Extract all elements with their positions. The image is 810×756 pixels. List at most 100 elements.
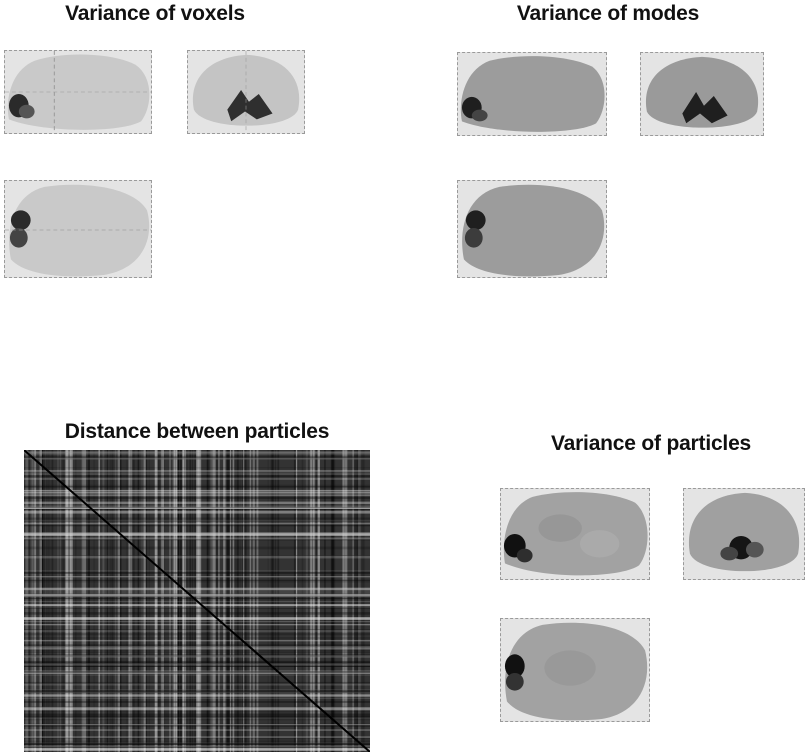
matrix-column-band xyxy=(141,450,143,752)
matrix-column-band xyxy=(128,450,130,752)
matrix-column-band xyxy=(189,450,191,752)
matrix-column-band xyxy=(270,450,274,752)
matrix-row-band xyxy=(24,617,370,621)
matrix-column-band xyxy=(238,450,240,752)
matrix-row-band xyxy=(24,492,370,494)
matrix-row-band xyxy=(24,453,370,455)
matrix-row-band xyxy=(24,706,370,708)
matrix-row-band xyxy=(24,748,370,751)
matrix-column-band xyxy=(235,450,237,752)
matrix-row-band xyxy=(24,470,370,473)
matrix-row-band xyxy=(24,555,370,559)
matrix-column-band xyxy=(249,450,252,752)
matrix-column-band xyxy=(212,450,216,752)
matrix-column-band xyxy=(181,450,185,752)
matrix-column-band xyxy=(148,450,150,752)
matrix-row-band xyxy=(24,694,370,697)
particles-coronal-view xyxy=(683,488,805,580)
matrix-column-band xyxy=(81,450,83,752)
matrix-column-band xyxy=(332,450,335,752)
matrix-row-band xyxy=(24,587,370,590)
matrix-column-band xyxy=(88,450,90,752)
matrix-column-band xyxy=(75,450,77,752)
matrix-row-band xyxy=(24,532,370,536)
matrix-row-band xyxy=(24,674,370,676)
matrix-row-band xyxy=(24,691,370,694)
matrix-row-band xyxy=(24,504,370,506)
matrix-row-band xyxy=(24,690,370,693)
matrix-column-band xyxy=(226,450,229,752)
matrix-column-band xyxy=(107,450,111,752)
modes-sagittal-view xyxy=(457,52,607,136)
matrix-row-band xyxy=(24,749,370,752)
matrix-column-band xyxy=(24,450,26,752)
matrix-column-band xyxy=(324,450,326,752)
matrix-column-band xyxy=(38,450,42,752)
matrix-column-band xyxy=(181,450,184,752)
matrix-column-band xyxy=(71,450,73,752)
matrix-row-band xyxy=(24,716,370,717)
matrix-row-band xyxy=(24,594,370,597)
matrix-column-band xyxy=(242,450,244,752)
matrix-row-band xyxy=(24,570,370,572)
matrix-row-band xyxy=(24,592,370,595)
voxels-axial-view xyxy=(4,180,152,278)
matrix-row-band xyxy=(24,723,370,727)
matrix-row-band xyxy=(24,743,370,745)
matrix-row-band xyxy=(24,671,370,675)
matrix-column-band xyxy=(309,450,313,752)
matrix-column-band xyxy=(106,450,110,752)
matrix-row-band xyxy=(24,729,370,731)
matrix-row-band xyxy=(24,672,370,675)
matrix-row-band xyxy=(24,546,370,550)
matrix-column-band xyxy=(82,450,86,752)
matrix-row-band xyxy=(24,603,370,606)
matrix-column-band xyxy=(354,450,356,752)
matrix-column-band xyxy=(206,450,210,752)
matrix-column-band xyxy=(177,450,180,752)
matrix-column-band xyxy=(267,450,269,752)
voxels-panel-title: Variance of voxels xyxy=(65,2,245,25)
matrix-row-band xyxy=(24,633,370,636)
matrix-column-band xyxy=(138,450,140,752)
matrix-row-band xyxy=(24,746,370,749)
matrix-column-band xyxy=(197,450,200,752)
matrix-row-band xyxy=(24,650,370,652)
matrix-row-band xyxy=(24,629,370,633)
matrix-column-band xyxy=(250,450,252,752)
particles-axial-view xyxy=(500,618,650,722)
matrix-column-band xyxy=(143,450,146,752)
matrix-column-band xyxy=(272,450,275,752)
matrix-row-band xyxy=(24,491,370,493)
matrix-column-band xyxy=(164,450,166,752)
matrix-row-band xyxy=(24,496,370,499)
matrix-column-band xyxy=(115,450,117,752)
modes-panel-title: Variance of modes xyxy=(516,2,700,25)
matrix-row-band xyxy=(24,524,370,527)
matrix-row-band xyxy=(24,507,370,510)
matrix-column-band xyxy=(70,450,71,752)
matrix-column-band xyxy=(87,450,90,752)
matrix-column-band xyxy=(61,450,63,752)
matrix-column-band xyxy=(243,450,245,752)
matrix-column-band xyxy=(175,450,179,752)
matrix-column-band xyxy=(161,450,163,752)
matrix-column-band xyxy=(191,450,193,752)
matrix-row-band xyxy=(24,519,370,522)
matrix-column-band xyxy=(333,450,336,752)
matrix-column-band xyxy=(169,450,171,752)
matrix-row-band xyxy=(24,593,370,597)
matrix-column-band xyxy=(107,450,110,752)
matrix-row-band xyxy=(24,467,370,469)
matrix-column-band xyxy=(84,450,86,752)
matrix-row-band xyxy=(24,664,370,667)
matrix-row-band xyxy=(24,496,370,499)
matrix-row-band xyxy=(24,605,370,608)
matrix-column-band xyxy=(314,450,318,752)
matrix-row-band xyxy=(24,532,370,534)
matrix-row-band xyxy=(24,661,370,664)
matrix-row-band xyxy=(24,742,370,744)
matrix-column-band xyxy=(102,450,105,752)
modes-coronal-view xyxy=(640,52,764,136)
matrix-column-band xyxy=(70,450,73,752)
